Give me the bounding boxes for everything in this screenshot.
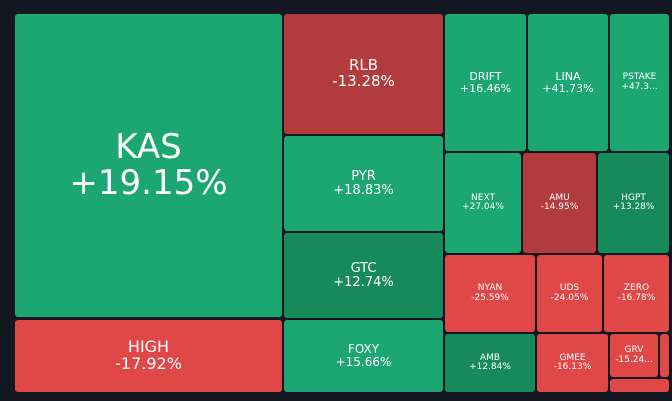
tile-symbol: HIGH [127, 337, 170, 357]
tile-change: +12.74% [333, 274, 394, 290]
heatmap-tile-kas[interactable]: KAS +19.15% [15, 14, 282, 317]
heatmap-tile-gtc[interactable]: GTC +12.74% [284, 233, 443, 318]
heatmap-tile-hgpt[interactable]: HGPT +13.28% [598, 153, 669, 253]
tile-change: +27.04% [462, 202, 504, 212]
heatmap-tile-pyr[interactable]: PYR +18.83% [284, 136, 443, 231]
tile-change: +18.83% [333, 182, 394, 198]
heatmap-tile-pstake[interactable]: PSTAKE +47.3... [610, 14, 669, 151]
tile-symbol: GRV [624, 345, 644, 356]
tile-symbol: NEXT [471, 192, 495, 203]
tile-change: +16.46% [459, 81, 512, 95]
tile-symbol: GTC [350, 260, 377, 276]
tile-symbol: RLB [348, 56, 379, 75]
heatmap-tile-amu[interactable]: AMU -14.95% [523, 153, 596, 253]
tile-symbol: AMB [479, 352, 501, 363]
tile-change: -13.28% [332, 72, 395, 90]
tile-change: +12.84% [469, 362, 511, 372]
tile-symbol: GMEE [559, 352, 586, 363]
tile-change: -17.92% [115, 354, 182, 373]
tile-symbol: FOXY [347, 342, 380, 357]
tile-symbol: LINA [555, 69, 581, 83]
tile-change: -15.24... [615, 354, 653, 365]
heatmap-tile-uds[interactable]: UDS -24.05% [537, 255, 602, 332]
tile-change: +15.66% [335, 355, 392, 369]
heatmap-tile-unlabeled-18[interactable] [660, 334, 669, 377]
tile-symbol: AMU [549, 192, 570, 203]
tile-change: +41.73% [542, 81, 594, 95]
tile-change: -14.95% [540, 202, 579, 212]
tile-change: +47.3... [621, 81, 658, 92]
heatmap-tile-high[interactable]: HIGH -17.92% [15, 320, 282, 392]
heatmap-tile-nyan[interactable]: NYAN -25.59% [445, 255, 535, 332]
tile-change: +19.15% [69, 162, 228, 203]
tile-change: -25.59% [471, 292, 509, 303]
heatmap-tile-grv[interactable]: GRV -15.24... [610, 334, 658, 377]
heatmap-tile-gmee[interactable]: GMEE -16.13% [537, 334, 608, 392]
tile-change: -16.13% [553, 362, 592, 372]
heatmap-tile-foxy[interactable]: FOXY +15.66% [284, 320, 443, 392]
heatmap-tile-lina[interactable]: LINA +41.73% [528, 14, 608, 151]
tile-change: +13.28% [612, 202, 655, 212]
heatmap-tile-amb[interactable]: AMB +12.84% [445, 334, 535, 392]
tile-symbol: ZERO [623, 283, 650, 294]
heatmap-tile-rlb[interactable]: RLB -13.28% [284, 14, 443, 134]
heatmap-tile-zero[interactable]: ZERO -16.78% [604, 255, 669, 332]
tile-symbol: KAS [115, 126, 182, 167]
tile-change: -16.78% [617, 292, 656, 303]
tile-symbol: UDS [559, 283, 580, 294]
heatmap-tile-drift[interactable]: DRIFT +16.46% [445, 14, 526, 151]
tile-symbol: DRIFT [469, 69, 502, 83]
tile-symbol: PYR [351, 168, 376, 184]
tile-symbol: NYAN [477, 283, 503, 294]
tile-symbol: HGPT [621, 192, 646, 203]
heatmap-tile-unlabeled-19[interactable] [610, 379, 669, 392]
heatmap-tile-next[interactable]: NEXT +27.04% [445, 153, 521, 253]
tile-change: -24.05% [550, 292, 589, 303]
tile-symbol: PSTAKE [622, 72, 657, 83]
